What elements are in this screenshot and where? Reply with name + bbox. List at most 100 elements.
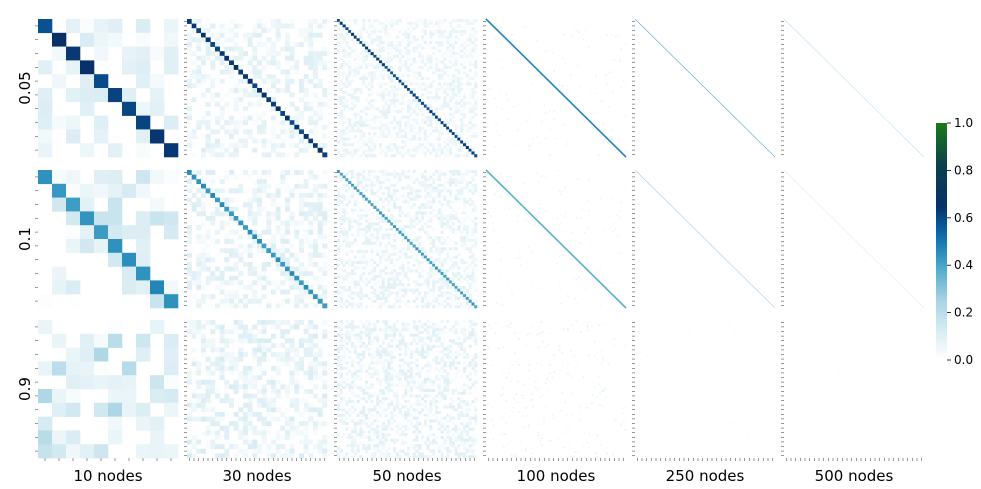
heatmap-cell bbox=[465, 288, 469, 292]
heatmap-cell bbox=[317, 111, 323, 116]
heatmap-cell bbox=[468, 277, 472, 281]
heatmap-cell bbox=[468, 54, 472, 58]
heatmap-cell bbox=[351, 189, 355, 193]
heatmap-cell bbox=[460, 200, 464, 204]
heatmap-cell bbox=[463, 285, 467, 289]
heatmap-cell bbox=[215, 285, 220, 290]
heatmap-cell bbox=[247, 88, 253, 93]
heatmap-cell bbox=[395, 93, 399, 97]
heatmap-cell bbox=[191, 83, 197, 89]
heatmap-cell bbox=[429, 110, 433, 114]
heatmap-cell bbox=[407, 266, 411, 270]
heatmap-cell bbox=[822, 137, 823, 139]
heatmap-cell bbox=[423, 277, 427, 281]
heatmap-cell bbox=[655, 19, 657, 21]
heatmap-cell bbox=[351, 291, 355, 295]
heatmap-cell bbox=[370, 63, 374, 67]
heatmap-cell bbox=[759, 93, 761, 95]
heatmap-cell bbox=[435, 63, 439, 67]
heatmap-cell bbox=[791, 121, 793, 123]
heatmap-cell bbox=[313, 216, 318, 221]
heatmap-cell bbox=[922, 110, 923, 112]
heatmap-cell bbox=[365, 280, 369, 284]
heatmap-cell bbox=[769, 116, 771, 118]
heatmap-cell bbox=[471, 266, 475, 270]
heatmap-cell bbox=[407, 88, 411, 92]
heatmap-cell bbox=[219, 298, 225, 304]
heatmap-cell bbox=[653, 91, 655, 93]
heatmap-cell bbox=[353, 291, 357, 295]
heatmap-cell bbox=[423, 76, 427, 81]
heatmap-cell bbox=[460, 65, 464, 69]
heatmap-cell bbox=[365, 178, 369, 182]
heatmap-cell bbox=[407, 277, 411, 281]
heatmap-cell bbox=[342, 194, 346, 198]
heatmap-cell bbox=[858, 156, 860, 158]
heatmap-cell bbox=[415, 280, 419, 284]
heatmap-cell bbox=[884, 138, 886, 140]
heatmap-cell bbox=[443, 101, 447, 105]
heatmap-cell bbox=[914, 45, 916, 47]
heatmap-cell bbox=[271, 23, 276, 29]
heatmap-cell bbox=[913, 79, 915, 81]
heatmap-cell bbox=[393, 54, 397, 58]
heatmap-cell bbox=[804, 110, 806, 111]
heatmap-cell bbox=[407, 283, 411, 287]
heatmap-cell bbox=[415, 21, 419, 25]
heatmap-cell bbox=[52, 170, 67, 185]
heatmap-cell bbox=[465, 200, 469, 204]
heatmap-cell bbox=[814, 115, 816, 117]
heatmap-cell bbox=[345, 151, 349, 155]
heatmap-cell bbox=[620, 23, 623, 25]
heatmap-cell bbox=[379, 241, 383, 245]
heatmap-cell bbox=[362, 104, 366, 108]
heatmap-cell bbox=[412, 145, 416, 150]
heatmap-cell bbox=[446, 236, 450, 240]
heatmap-cell bbox=[337, 112, 341, 116]
heatmap-cell bbox=[691, 95, 692, 97]
heatmap-cell bbox=[412, 181, 416, 185]
heatmap-cell bbox=[885, 110, 887, 112]
heatmap-cell bbox=[858, 148, 860, 150]
heatmap-cell bbox=[423, 41, 427, 45]
heatmap-cell bbox=[827, 65, 829, 67]
heatmap-cell bbox=[367, 93, 371, 97]
heatmap-cell bbox=[460, 230, 464, 234]
heatmap-cell bbox=[819, 105, 821, 107]
heatmap-cell bbox=[449, 30, 453, 34]
heatmap-cell bbox=[468, 32, 472, 36]
heatmap-cell bbox=[215, 92, 220, 98]
heatmap-cell bbox=[471, 35, 475, 39]
heatmap-cell bbox=[362, 197, 366, 201]
heatmap-cell bbox=[356, 189, 360, 193]
heatmap-cell bbox=[805, 106, 807, 108]
heatmap-cell bbox=[342, 82, 346, 86]
heatmap-cell bbox=[381, 46, 385, 50]
heatmap-cell bbox=[421, 112, 425, 116]
heatmap-cell bbox=[423, 255, 427, 259]
heatmap-cell bbox=[440, 151, 444, 155]
heatmap-cell bbox=[638, 70, 640, 72]
heatmap-cell bbox=[474, 38, 478, 42]
heatmap-cell bbox=[912, 68, 914, 70]
heatmap-cell bbox=[342, 258, 346, 262]
heatmap-cell bbox=[785, 89, 787, 91]
heatmap-cell bbox=[393, 126, 397, 130]
heatmap-cell bbox=[415, 90, 419, 94]
heatmap-cell bbox=[348, 216, 352, 220]
heatmap-cell bbox=[903, 30, 905, 32]
heatmap-cell bbox=[322, 271, 328, 277]
heatmap-cell bbox=[370, 241, 374, 245]
heatmap-cell bbox=[390, 285, 394, 289]
heatmap-cell bbox=[906, 32, 908, 34]
heatmap-cell bbox=[563, 123, 565, 126]
heatmap-cell bbox=[690, 86, 692, 88]
heatmap-cell bbox=[449, 183, 453, 187]
heatmap-cell bbox=[767, 73, 769, 75]
heatmap-cell bbox=[474, 205, 478, 209]
heatmap-cell bbox=[890, 76, 892, 78]
heatmap-cell bbox=[726, 137, 728, 139]
heatmap-cell bbox=[342, 63, 346, 67]
heatmap-cell bbox=[744, 38, 746, 40]
heatmap-cell bbox=[423, 93, 427, 97]
